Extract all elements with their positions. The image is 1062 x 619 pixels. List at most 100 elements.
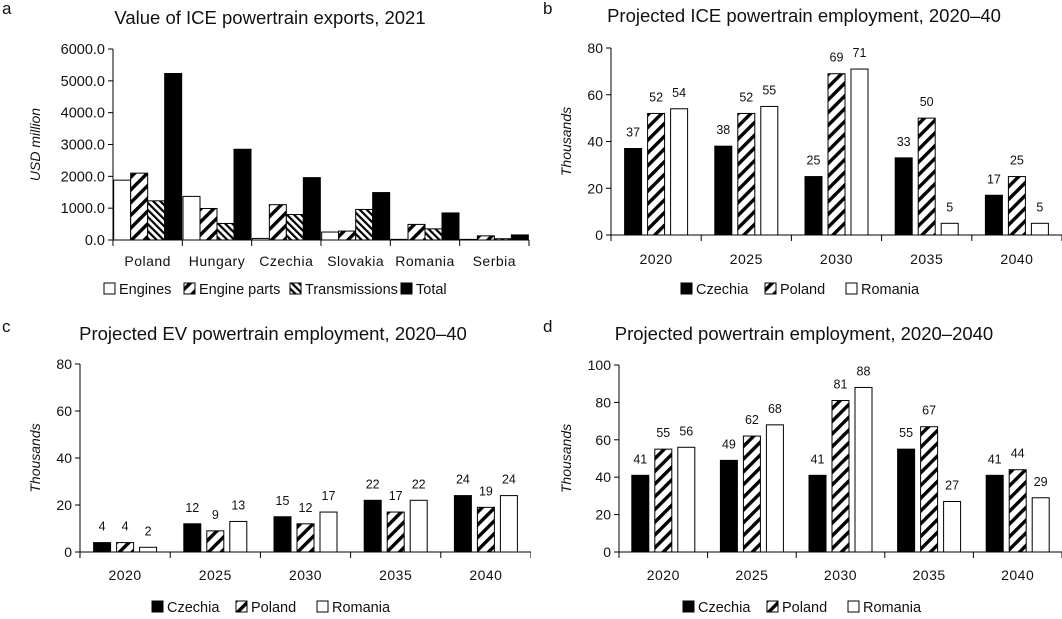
y-tick-label: 100: [588, 357, 612, 373]
data-label: 67: [922, 404, 936, 418]
y-tick-label: 40: [56, 450, 72, 466]
y-tick-label: 1000.0: [61, 201, 105, 217]
legend-label: Engines: [119, 282, 171, 298]
bar-engine-parts: [338, 230, 357, 241]
bar-czechia: [808, 474, 827, 553]
data-label: 44: [1011, 447, 1025, 461]
y-tick-label: 0: [64, 544, 72, 560]
panel-label: c: [2, 317, 11, 336]
y-tick-label: 0: [595, 227, 603, 243]
bar-total: [372, 192, 391, 241]
data-label: 12: [185, 501, 199, 515]
y-tick-label: 6000.0: [61, 42, 105, 58]
legend-swatch: [151, 600, 164, 613]
y-tick-label: 80: [56, 356, 72, 372]
x-tick-label: 2035: [913, 567, 946, 583]
bar-total: [164, 73, 183, 241]
data-label: 5: [946, 200, 953, 214]
bar-engine-parts: [130, 172, 149, 241]
x-tick-label: Slovakia: [327, 253, 384, 269]
legend-item-poland: Poland: [766, 600, 827, 616]
bar-czechia: [93, 542, 112, 553]
data-label: 37: [626, 126, 640, 140]
bar-czechia: [719, 459, 738, 553]
x-tick-label: 2025: [735, 567, 768, 583]
legend-label: Czechia: [167, 600, 220, 614]
y-tick-label: 3000.0: [61, 138, 105, 154]
data-label: 62: [745, 413, 759, 427]
chart-title: Projected ICE powertrain employment, 202…: [607, 5, 1001, 26]
data-label: 52: [739, 90, 753, 104]
legend-swatch: [847, 600, 860, 613]
x-tick-label: 2035: [910, 251, 943, 267]
bar-czechia: [273, 516, 292, 553]
data-label: 54: [672, 86, 686, 100]
y-tick-label: 5000.0: [61, 74, 105, 90]
y-tick-label: 60: [587, 87, 603, 103]
panel-c: c Projected EV powertrain employment, 202…: [0, 300, 532, 616]
legend-swatch: [766, 600, 779, 613]
y-tick-label: 2000.0: [61, 169, 105, 185]
data-label: 68: [768, 402, 782, 416]
y-axis-label: Thousands: [558, 424, 574, 493]
y-axis-label: Thousands: [558, 107, 574, 176]
y-tick-label: 80: [587, 40, 603, 56]
legend-label: Total: [416, 282, 447, 298]
bar-poland: [296, 523, 315, 553]
legend-label: Engine parts: [199, 282, 280, 298]
bar-poland: [1007, 176, 1026, 236]
bar-czechia: [984, 194, 1003, 236]
bar-poland: [1008, 469, 1027, 553]
data-label: 88: [857, 364, 871, 378]
y-tick-label: 60: [595, 432, 611, 448]
y-tick-label: 0: [603, 544, 611, 560]
bar-romania: [850, 68, 869, 236]
legend-label: Transmissions: [305, 282, 398, 298]
chart-panel-b: b Projected ICE powertrain employment, 20…: [543, 0, 1062, 298]
y-axis-label: Thousands: [27, 423, 43, 492]
bar-poland: [654, 448, 673, 553]
data-label: 25: [1010, 154, 1024, 168]
x-tick-label: 2025: [730, 251, 763, 267]
bar-engines: [113, 179, 132, 241]
bar-czechia: [453, 495, 472, 553]
data-label: 41: [633, 452, 647, 466]
legend-swatch: [400, 282, 413, 295]
bar-engine-parts: [199, 207, 218, 241]
bar-poland: [737, 112, 756, 236]
bar-engine-parts: [476, 235, 495, 241]
legend-swatch: [682, 600, 695, 613]
data-label: 24: [456, 473, 470, 487]
legend-swatch: [289, 282, 302, 295]
bar-czechia: [804, 176, 823, 236]
bar-czechia: [624, 148, 643, 236]
y-axis-label: USD million: [27, 108, 43, 181]
bar-romania: [854, 386, 873, 553]
data-label: 41: [988, 452, 1002, 466]
data-label: 4: [122, 520, 129, 534]
x-tick-label: Czechia: [259, 253, 313, 269]
x-tick-label: 2020: [109, 567, 142, 583]
bar-romania: [319, 511, 338, 553]
chart-panel-a: a Value of ICE powertrain exports, 2021 0.…: [2, 0, 530, 298]
data-label: 55: [656, 426, 670, 440]
data-label: 41: [811, 452, 825, 466]
bar-poland: [827, 73, 846, 236]
legend-swatch: [764, 282, 777, 295]
panel-label: a: [2, 0, 12, 18]
y-tick-label: 40: [595, 469, 611, 485]
legend-swatch: [680, 282, 693, 295]
bar-romania: [670, 108, 689, 236]
x-tick-label: 2035: [379, 567, 412, 583]
data-label: 13: [231, 498, 245, 512]
x-tick-label: 2030: [820, 251, 853, 267]
panel-d: d Projected powertrain employment, 2020–2…: [531, 300, 1062, 616]
legend-item-romania: Romania: [316, 600, 391, 616]
bar-engines: [459, 238, 478, 241]
bar-romania: [943, 501, 962, 553]
bar-romania: [229, 520, 248, 553]
panel-b: b Projected ICE powertrain employment, 20…: [531, 0, 1062, 300]
data-label: 27: [945, 479, 959, 493]
legend-label: Czechia: [696, 282, 749, 298]
data-label: 2: [145, 524, 152, 538]
